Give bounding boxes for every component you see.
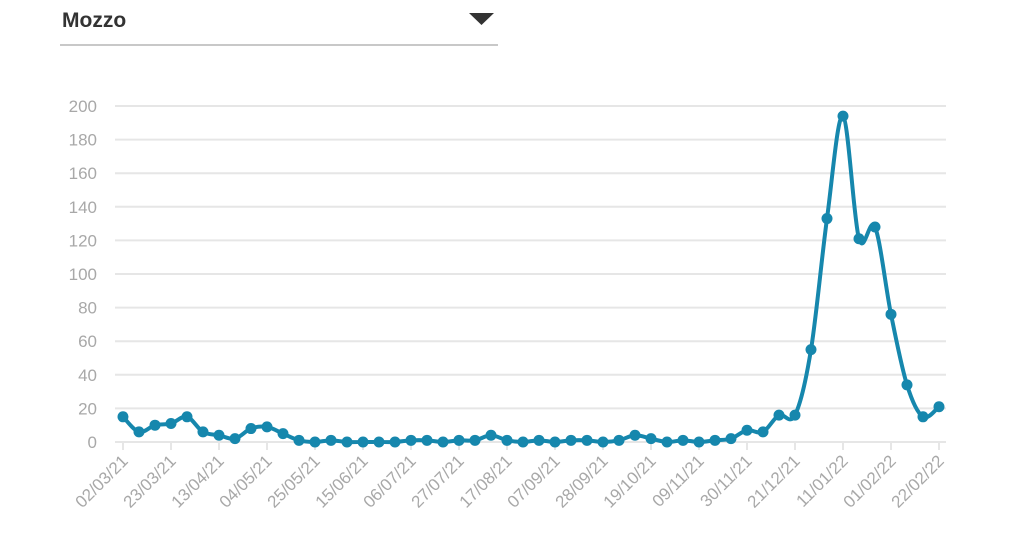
y-tick-label: 120 [69,231,97,250]
point [693,436,705,448]
point [725,433,737,445]
y-tick-label: 100 [69,265,97,284]
point [645,433,657,445]
x-tick-label: 21/12/21 [744,451,804,511]
point [325,434,337,446]
point [613,434,625,446]
point [757,426,769,438]
point [149,419,161,431]
point [437,436,449,448]
line [121,114,941,445]
y-tick-label: 40 [78,366,97,385]
point [293,434,305,446]
y-tick-label: 160 [69,164,97,183]
point [469,434,481,446]
point [373,436,385,448]
point [837,110,849,122]
point [501,434,513,446]
point [565,434,577,446]
point [421,434,433,446]
point [901,379,913,391]
point [773,409,785,421]
x-tick-label: 19/10/21 [600,451,660,511]
point [885,308,897,320]
point [517,436,529,448]
point [917,411,929,423]
point [357,436,369,448]
y-tick-label: 60 [78,332,97,351]
dropdown[interactable]: Mozzo [60,9,498,46]
y-tick-label: 80 [78,299,97,318]
point [453,434,465,446]
point [389,436,401,448]
point [789,409,801,421]
point [245,423,257,435]
y-tick-label: 200 [69,97,97,116]
y-tick-label: 140 [69,198,97,217]
point [741,424,753,436]
x-tick-label: 09/11/21 [648,451,707,510]
point [661,436,673,448]
y-tick-label: 180 [69,131,97,150]
point [309,436,321,448]
point [597,436,609,448]
dropdown-arrow [469,13,494,25]
point [213,429,225,441]
point [805,344,817,356]
y-tick-label: 20 [78,399,97,418]
point [405,434,417,446]
point [629,429,641,441]
point [485,429,497,441]
point [549,436,561,448]
point [853,233,865,245]
point [933,401,945,413]
point [133,426,145,438]
point [229,433,241,445]
dropdown-label: Mozzo [62,9,126,32]
point [709,434,721,446]
point [117,411,129,423]
point [581,434,593,446]
y-tick-label: 0 [88,433,97,452]
point [821,213,833,225]
point [181,411,193,423]
x-tick-label: 22/02/22 [888,451,948,511]
point [677,434,689,446]
point [261,421,273,433]
point [341,436,353,448]
point [277,428,289,440]
point [165,418,177,430]
point [533,434,545,446]
point [197,426,209,438]
point [869,221,881,233]
